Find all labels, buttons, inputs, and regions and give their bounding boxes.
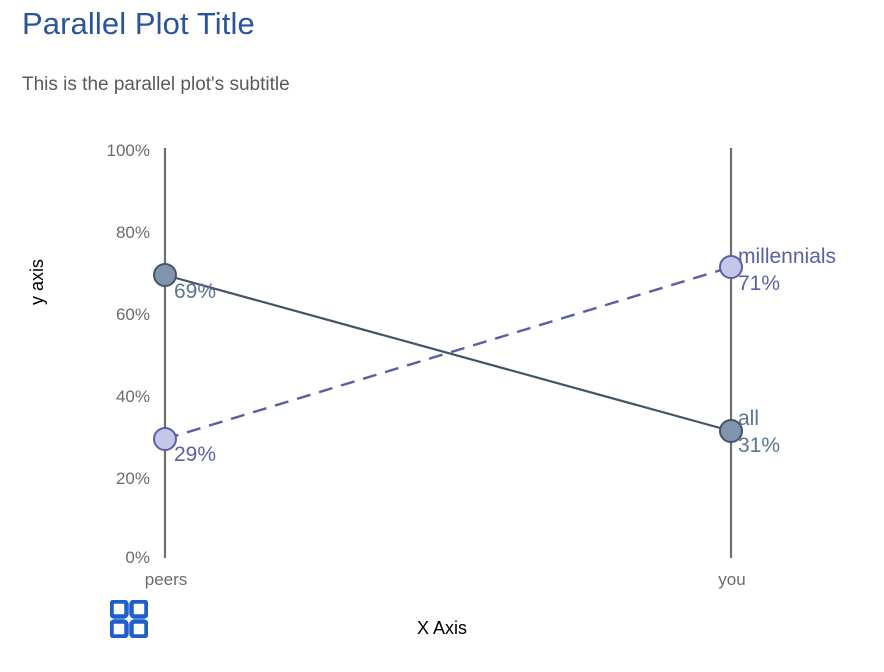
ytick-label-0: 0% xyxy=(125,548,150,567)
ytick-label-40: 40% xyxy=(116,387,150,406)
data-point-all-you[interactable] xyxy=(719,419,743,443)
value-label-all-you: 31% xyxy=(738,434,780,457)
series-name-label-all: all xyxy=(738,407,759,430)
data-point-millennials-peers[interactable] xyxy=(153,427,177,451)
value-label-all-peers: 69% xyxy=(174,280,216,303)
y-axis-title: y axis xyxy=(27,258,47,305)
grid-icon[interactable] xyxy=(110,600,148,638)
series-name-label-millennials: millennials xyxy=(738,245,836,268)
series-line-millennials[interactable] xyxy=(164,265,732,441)
ytick-label-20: 20% xyxy=(116,469,150,488)
page-title: Parallel Plot Title xyxy=(22,6,255,41)
ytick-label-60: 60% xyxy=(116,305,150,324)
data-point-all-peers[interactable] xyxy=(153,263,177,287)
value-label-millennials-peers: 29% xyxy=(174,443,216,466)
xtick-label-peers: peers xyxy=(145,570,188,589)
x-axis-title: X Axis xyxy=(416,618,468,638)
data-point-millennials-you[interactable] xyxy=(719,255,743,279)
ytick-label-100: 100% xyxy=(107,141,150,160)
xtick-label-you: you xyxy=(718,570,745,589)
page-subtitle: This is the parallel plot's subtitle xyxy=(22,74,290,95)
value-label-millennials-you: 71% xyxy=(738,272,780,295)
series-line-all[interactable] xyxy=(164,273,732,433)
ytick-label-80: 80% xyxy=(116,223,150,242)
